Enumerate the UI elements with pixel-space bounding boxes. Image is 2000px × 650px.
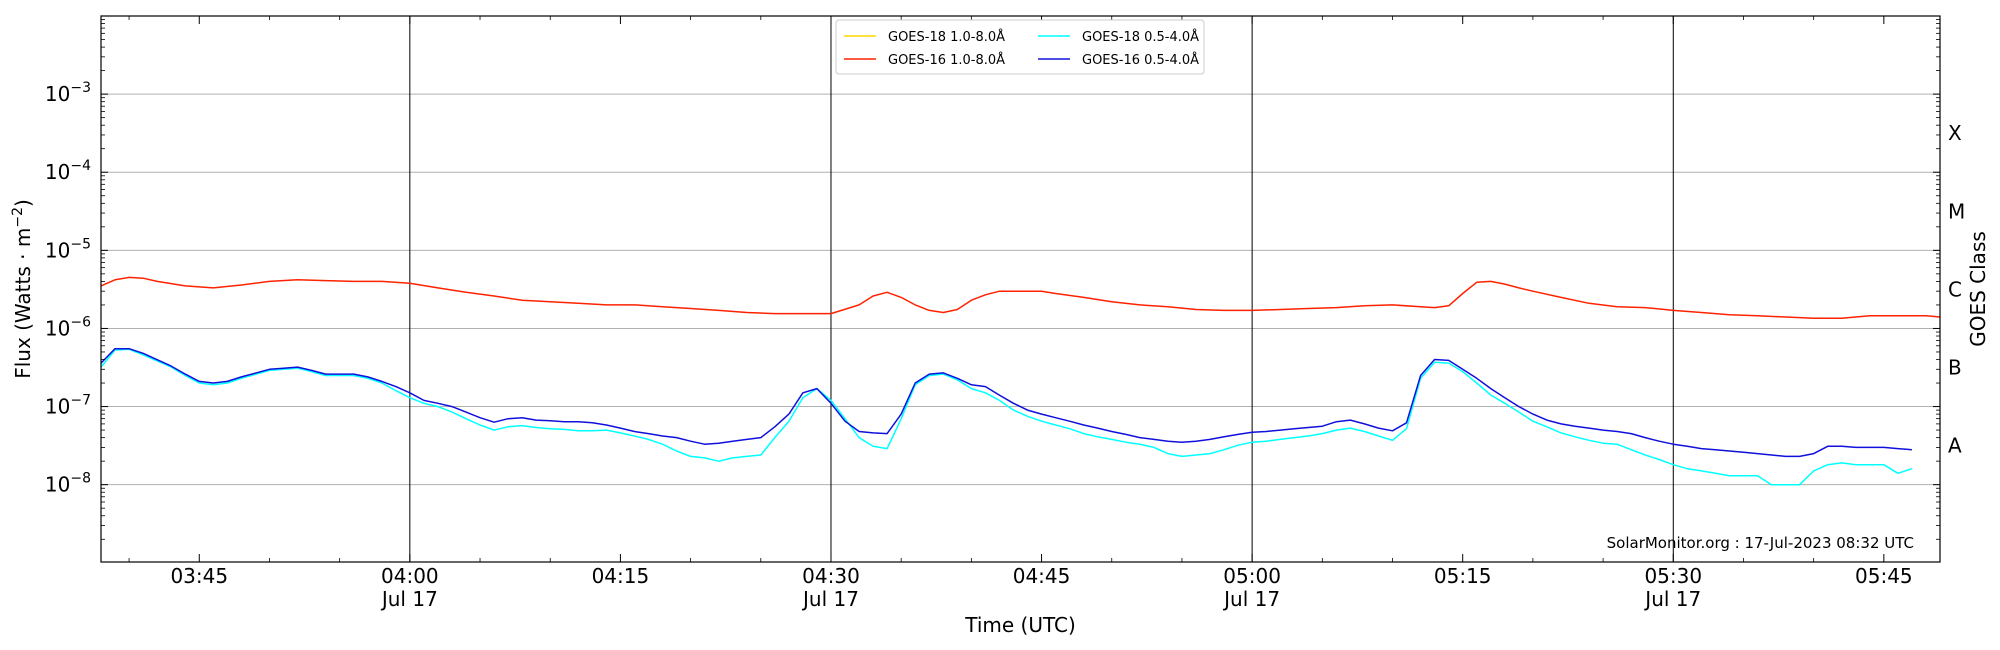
credit-text: SolarMonitor.org : 17-Jul-2023 08:32 UTC [1607,534,1914,552]
series-lines [100,276,1941,486]
x-axis-title: Time (UTC) [964,613,1076,637]
series-line-goes-16-1-0-8-0 [100,276,1941,320]
x-tick-date-label: Jul 17 [380,587,438,611]
goes-class-label: M [1948,199,1965,223]
legend-label: GOES-18 0.5-4.0Å [1082,29,1199,45]
x-tick-label: 04:15 [592,564,650,588]
goes-class-label: A [1948,434,1962,458]
y-tick-label: 10−8 [45,471,91,497]
series-line-goes-16-0-5-4-0 [100,347,1912,458]
x-tick-label: 05:30 [1644,564,1702,588]
x-tick-label: 05:00 [1223,564,1281,588]
x-tick-date-label: Jul 17 [1643,587,1701,611]
legend-label: GOES-16 1.0-8.0Å [888,52,1005,68]
y-tick-label: 10−5 [45,236,91,262]
legend-box [835,19,1205,75]
x-tick-label: 04:45 [1013,564,1071,588]
day-boundary-lines [409,16,1674,562]
goes-class-label: B [1948,356,1962,380]
axis-ticks [101,16,1940,562]
y-gridlines [101,93,1940,486]
x-tick-label: 05:15 [1434,564,1492,588]
goes-class-axis-title: GOES Class [1966,231,1990,347]
x-tick-label: 03:45 [170,564,228,588]
y-tick-label: 10−4 [45,158,91,184]
legend-label: GOES-18 1.0-8.0Å [888,29,1005,45]
goes-class-label: C [1948,277,1962,301]
series-line-goes-18-0-5-4-0 [100,348,1913,486]
x-tick-label: 05:45 [1855,564,1913,588]
goes-class-label: X [1948,121,1962,145]
y-tick-label: 10−3 [45,80,91,106]
y-axis-title: Flux (Watts · m−2) [10,199,35,379]
x-tick-label: 04:00 [381,564,439,588]
x-tick-date-label: Jul 17 [1222,587,1280,611]
x-tick-label: 04:30 [802,564,860,588]
y-tick-label: 10−6 [45,314,91,340]
x-tick-date-label: Jul 17 [801,587,859,611]
y-tick-label: 10−7 [45,393,91,419]
legend-label: GOES-16 0.5-4.0Å [1082,52,1199,68]
plot-frame [100,15,1941,563]
legend: GOES-18 1.0-8.0Å GOES-18 0.5-4.0Å GOES-16 … [835,19,1205,75]
